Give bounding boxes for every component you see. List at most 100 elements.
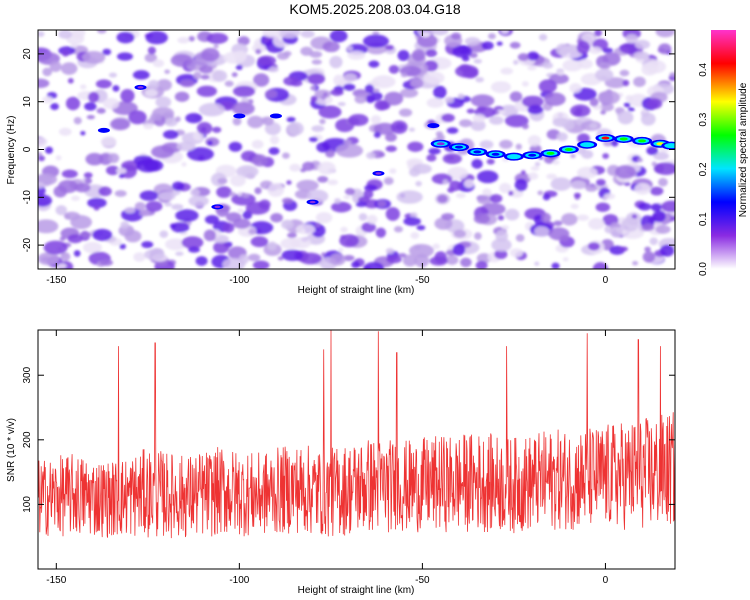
noise-blob <box>86 114 95 120</box>
colorbar-label: Normalized spectral amplitude <box>738 82 749 217</box>
noise-blob <box>188 246 200 253</box>
noise-blob <box>58 127 72 136</box>
noise-blob <box>155 96 172 108</box>
noise-blob <box>477 170 499 184</box>
ridge-point <box>583 143 592 147</box>
snr-x-ticks: -150 -100 -50 0 <box>46 330 609 586</box>
noise-blob <box>74 182 91 193</box>
noise-blob <box>255 48 262 55</box>
noise-blob <box>373 131 381 138</box>
noise-blob <box>447 166 469 180</box>
noise-blob <box>43 240 68 255</box>
noise-blob <box>124 206 136 214</box>
noise-blob <box>548 227 570 241</box>
noise-blob <box>621 217 639 232</box>
noise-blob <box>581 149 594 159</box>
noise-blob <box>509 41 521 49</box>
noise-blob <box>509 91 523 102</box>
noise-blob <box>340 226 348 233</box>
noise-blob <box>253 73 270 87</box>
noise-blob <box>145 30 168 45</box>
noise-blob <box>527 105 544 115</box>
noise-blob <box>517 53 530 62</box>
noise-blob <box>38 181 45 189</box>
noise-blob <box>462 67 479 79</box>
noise-blob <box>88 91 100 103</box>
noise-blob <box>499 182 512 194</box>
noise-blob <box>171 203 184 211</box>
noise-blob <box>650 186 664 196</box>
noise-blob <box>544 92 566 107</box>
noise-blob <box>385 207 401 221</box>
noise-blob <box>476 253 492 264</box>
noise-blob <box>364 184 378 192</box>
noise-blob <box>521 170 526 175</box>
noise-blob <box>634 39 651 50</box>
noise-blob <box>358 213 368 221</box>
noise-blob <box>170 53 193 67</box>
noise-blob <box>432 243 440 250</box>
noise-blob <box>84 102 97 111</box>
noise-blob <box>372 31 380 36</box>
noise-blob <box>148 79 160 90</box>
noise-blob <box>308 136 319 143</box>
noise-blob <box>164 238 187 251</box>
noise-blob <box>553 220 563 227</box>
heatmap-spot-core <box>214 205 221 209</box>
noise-blob <box>151 145 175 159</box>
noise-blob <box>501 225 510 230</box>
noise-blob <box>509 248 524 258</box>
noise-blob <box>514 178 528 192</box>
noise-blob <box>377 200 387 208</box>
noise-blob <box>286 116 296 123</box>
noise-blob <box>561 213 578 226</box>
noise-blob <box>234 50 247 61</box>
noise-blob <box>201 47 220 62</box>
noise-blob <box>642 251 656 263</box>
noise-blob <box>188 35 195 42</box>
noise-blob <box>347 50 366 60</box>
noise-blob <box>481 41 494 50</box>
noise-blob <box>318 105 342 119</box>
noise-blob <box>633 76 646 88</box>
noise-blob <box>403 216 421 226</box>
noise-blob <box>269 135 280 145</box>
noise-blob <box>317 176 329 183</box>
noise-blob <box>277 256 284 261</box>
noise-blob <box>457 93 465 100</box>
noise-blob <box>204 215 220 225</box>
noise-blob <box>602 153 610 159</box>
snr-plot-area <box>38 330 675 569</box>
ridge-point <box>638 139 647 143</box>
noise-blob <box>475 260 488 269</box>
noise-blob <box>98 186 112 197</box>
noise-blob <box>653 151 670 161</box>
noise-blob <box>374 100 389 111</box>
noise-blob <box>247 253 261 262</box>
noise-blob <box>530 166 540 171</box>
noise-blob <box>595 202 611 212</box>
snr-panel: -150 -100 -50 0 100 200 300 Height of straigh… <box>6 329 676 596</box>
noise-blob <box>442 179 449 185</box>
noise-blob <box>55 205 68 216</box>
noise-blob <box>550 177 572 191</box>
noise-blob <box>179 79 195 88</box>
noise-blob <box>84 178 93 184</box>
noise-blob <box>363 189 374 199</box>
noise-blob <box>655 225 671 234</box>
noise-blob <box>556 132 568 142</box>
noise-blob <box>164 202 173 207</box>
noise-blob <box>329 55 343 69</box>
noise-blob <box>658 177 668 187</box>
noise-blob <box>513 59 519 65</box>
heatmap-y-tick-label: 0 <box>22 146 33 152</box>
noise-blob <box>65 96 81 111</box>
heatmap-noise <box>38 30 675 269</box>
noise-blob <box>491 238 512 252</box>
heatmap-y-axis-label: Frequency (Hz) <box>6 116 17 185</box>
noise-blob <box>79 231 92 238</box>
snr-x-tick-label: -50 <box>415 575 430 586</box>
noise-blob <box>594 30 602 37</box>
noise-blob <box>262 116 274 126</box>
noise-blob <box>538 33 548 41</box>
